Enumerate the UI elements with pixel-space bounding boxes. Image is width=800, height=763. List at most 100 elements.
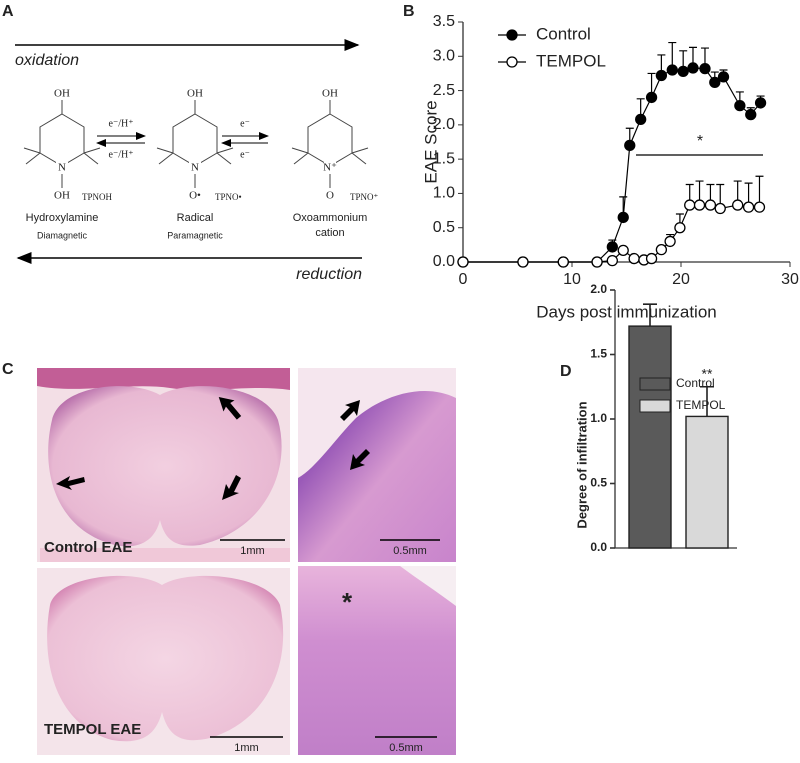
- scale-label: 0.5mm: [393, 545, 427, 557]
- legend-marker: [506, 29, 518, 41]
- data-point: [704, 199, 717, 211]
- lesion-arrows: [56, 396, 370, 500]
- x-tick-label: 30: [781, 271, 799, 288]
- compound-name: cation: [315, 227, 344, 239]
- atom-label: N: [191, 162, 199, 174]
- error-bar: [700, 385, 714, 417]
- compound-name: Hydroxylamine: [26, 212, 99, 224]
- data-point: [684, 199, 696, 211]
- data-point: [693, 199, 706, 211]
- compound-code: TPNO⁺: [350, 192, 379, 202]
- data-point: [606, 241, 618, 253]
- y-tick-label: 0.5: [433, 219, 455, 236]
- data-point: [635, 113, 647, 126]
- x-tick-label: 0: [459, 271, 468, 288]
- y-tick-label: 2.5: [433, 82, 455, 99]
- y-tick-label: 1.0: [590, 411, 607, 425]
- scale-label: 1mm: [234, 742, 258, 754]
- x-axis-label: Days post immunization: [536, 302, 716, 321]
- y-tick-label: 2.0: [590, 282, 607, 296]
- data-point: [709, 76, 721, 88]
- methyl-bond: [351, 147, 369, 154]
- data-point: [717, 71, 730, 83]
- compound-property: Paramagnetic: [167, 230, 223, 240]
- atom-label: OH: [322, 88, 338, 100]
- image-marker: *: [342, 587, 353, 617]
- data-point: [732, 199, 744, 211]
- data-point: [591, 256, 603, 268]
- data-point: [742, 201, 755, 213]
- data-point: [645, 91, 658, 104]
- data-point: [687, 62, 699, 74]
- methyl-bond: [25, 152, 41, 165]
- data-point: [664, 235, 676, 248]
- data-point: [753, 201, 766, 213]
- reaction-label: e⁻: [240, 118, 250, 129]
- methyl-bond: [351, 152, 367, 165]
- data-point: [557, 256, 569, 268]
- micrograph-control-high: [298, 368, 456, 562]
- ring: [39, 113, 85, 167]
- legend-label: TEMPOL: [536, 51, 606, 70]
- data-point: [628, 252, 640, 265]
- panel-label: A: [2, 3, 14, 20]
- methyl-bond: [83, 152, 99, 165]
- methyl-bond: [216, 152, 232, 165]
- compound-property: Diamagnetic: [37, 230, 88, 240]
- data-point: [457, 256, 469, 268]
- data-point: [677, 65, 689, 78]
- compound-code: TPNO•: [215, 192, 242, 202]
- legend-swatch: [639, 399, 671, 413]
- legend-marker: [506, 56, 518, 68]
- scale-label: 1mm: [240, 545, 264, 557]
- panel-label: D: [560, 363, 572, 380]
- atom-bg: [324, 161, 336, 173]
- y-tick-label: 3.5: [433, 13, 455, 30]
- y-tick-label: 0.0: [590, 540, 607, 554]
- legend-label: Control: [536, 24, 591, 43]
- micrograph-control-low: [37, 368, 290, 562]
- panel-label: C: [2, 361, 14, 378]
- atom-label: N: [58, 162, 66, 174]
- data-point: [655, 244, 668, 256]
- data-point: [674, 222, 686, 234]
- y-tick-label: 1.0: [433, 185, 455, 202]
- atom-bg: [56, 161, 68, 173]
- scale-label: 0.5mm: [389, 742, 423, 754]
- reaction-label: e⁻/H⁺: [109, 118, 134, 129]
- image-label: Control EAE: [44, 539, 132, 556]
- data-point: [734, 100, 746, 112]
- y-tick-label: 3.0: [433, 48, 455, 65]
- panel-label: B: [403, 3, 415, 20]
- bar: [685, 415, 729, 549]
- methyl-bond: [156, 147, 174, 154]
- y-tick-label: 1.5: [590, 347, 607, 361]
- error-bar: [643, 303, 657, 327]
- y-tick-label: 1.5: [433, 150, 455, 167]
- atom-label: O•: [189, 190, 201, 202]
- micrograph-tempol-high: [298, 566, 456, 755]
- data-point: [754, 97, 767, 109]
- atom-label: OH: [54, 190, 70, 202]
- ring: [307, 113, 353, 167]
- data-point: [517, 256, 529, 268]
- x-tick-label: 10: [563, 271, 581, 288]
- compound-name: Radical: [177, 212, 214, 224]
- methyl-bond: [216, 147, 234, 154]
- data-point: [714, 202, 726, 215]
- methyl-bond: [291, 147, 309, 154]
- atom-bg: [189, 161, 201, 173]
- legend-swatch: [639, 377, 671, 391]
- x-tick-label: 20: [672, 271, 690, 288]
- oxidation-label: oxidation: [15, 52, 79, 69]
- methyl-bond: [83, 147, 101, 154]
- reduction-label: reduction: [296, 266, 362, 283]
- data-point: [666, 64, 678, 76]
- atom-label: N⁺: [323, 162, 337, 174]
- methyl-bond: [293, 152, 309, 165]
- atom-label: OH: [54, 88, 70, 100]
- data-point: [699, 62, 711, 75]
- legend-label: TEMPOL: [676, 398, 726, 412]
- methyl-bond: [158, 152, 174, 165]
